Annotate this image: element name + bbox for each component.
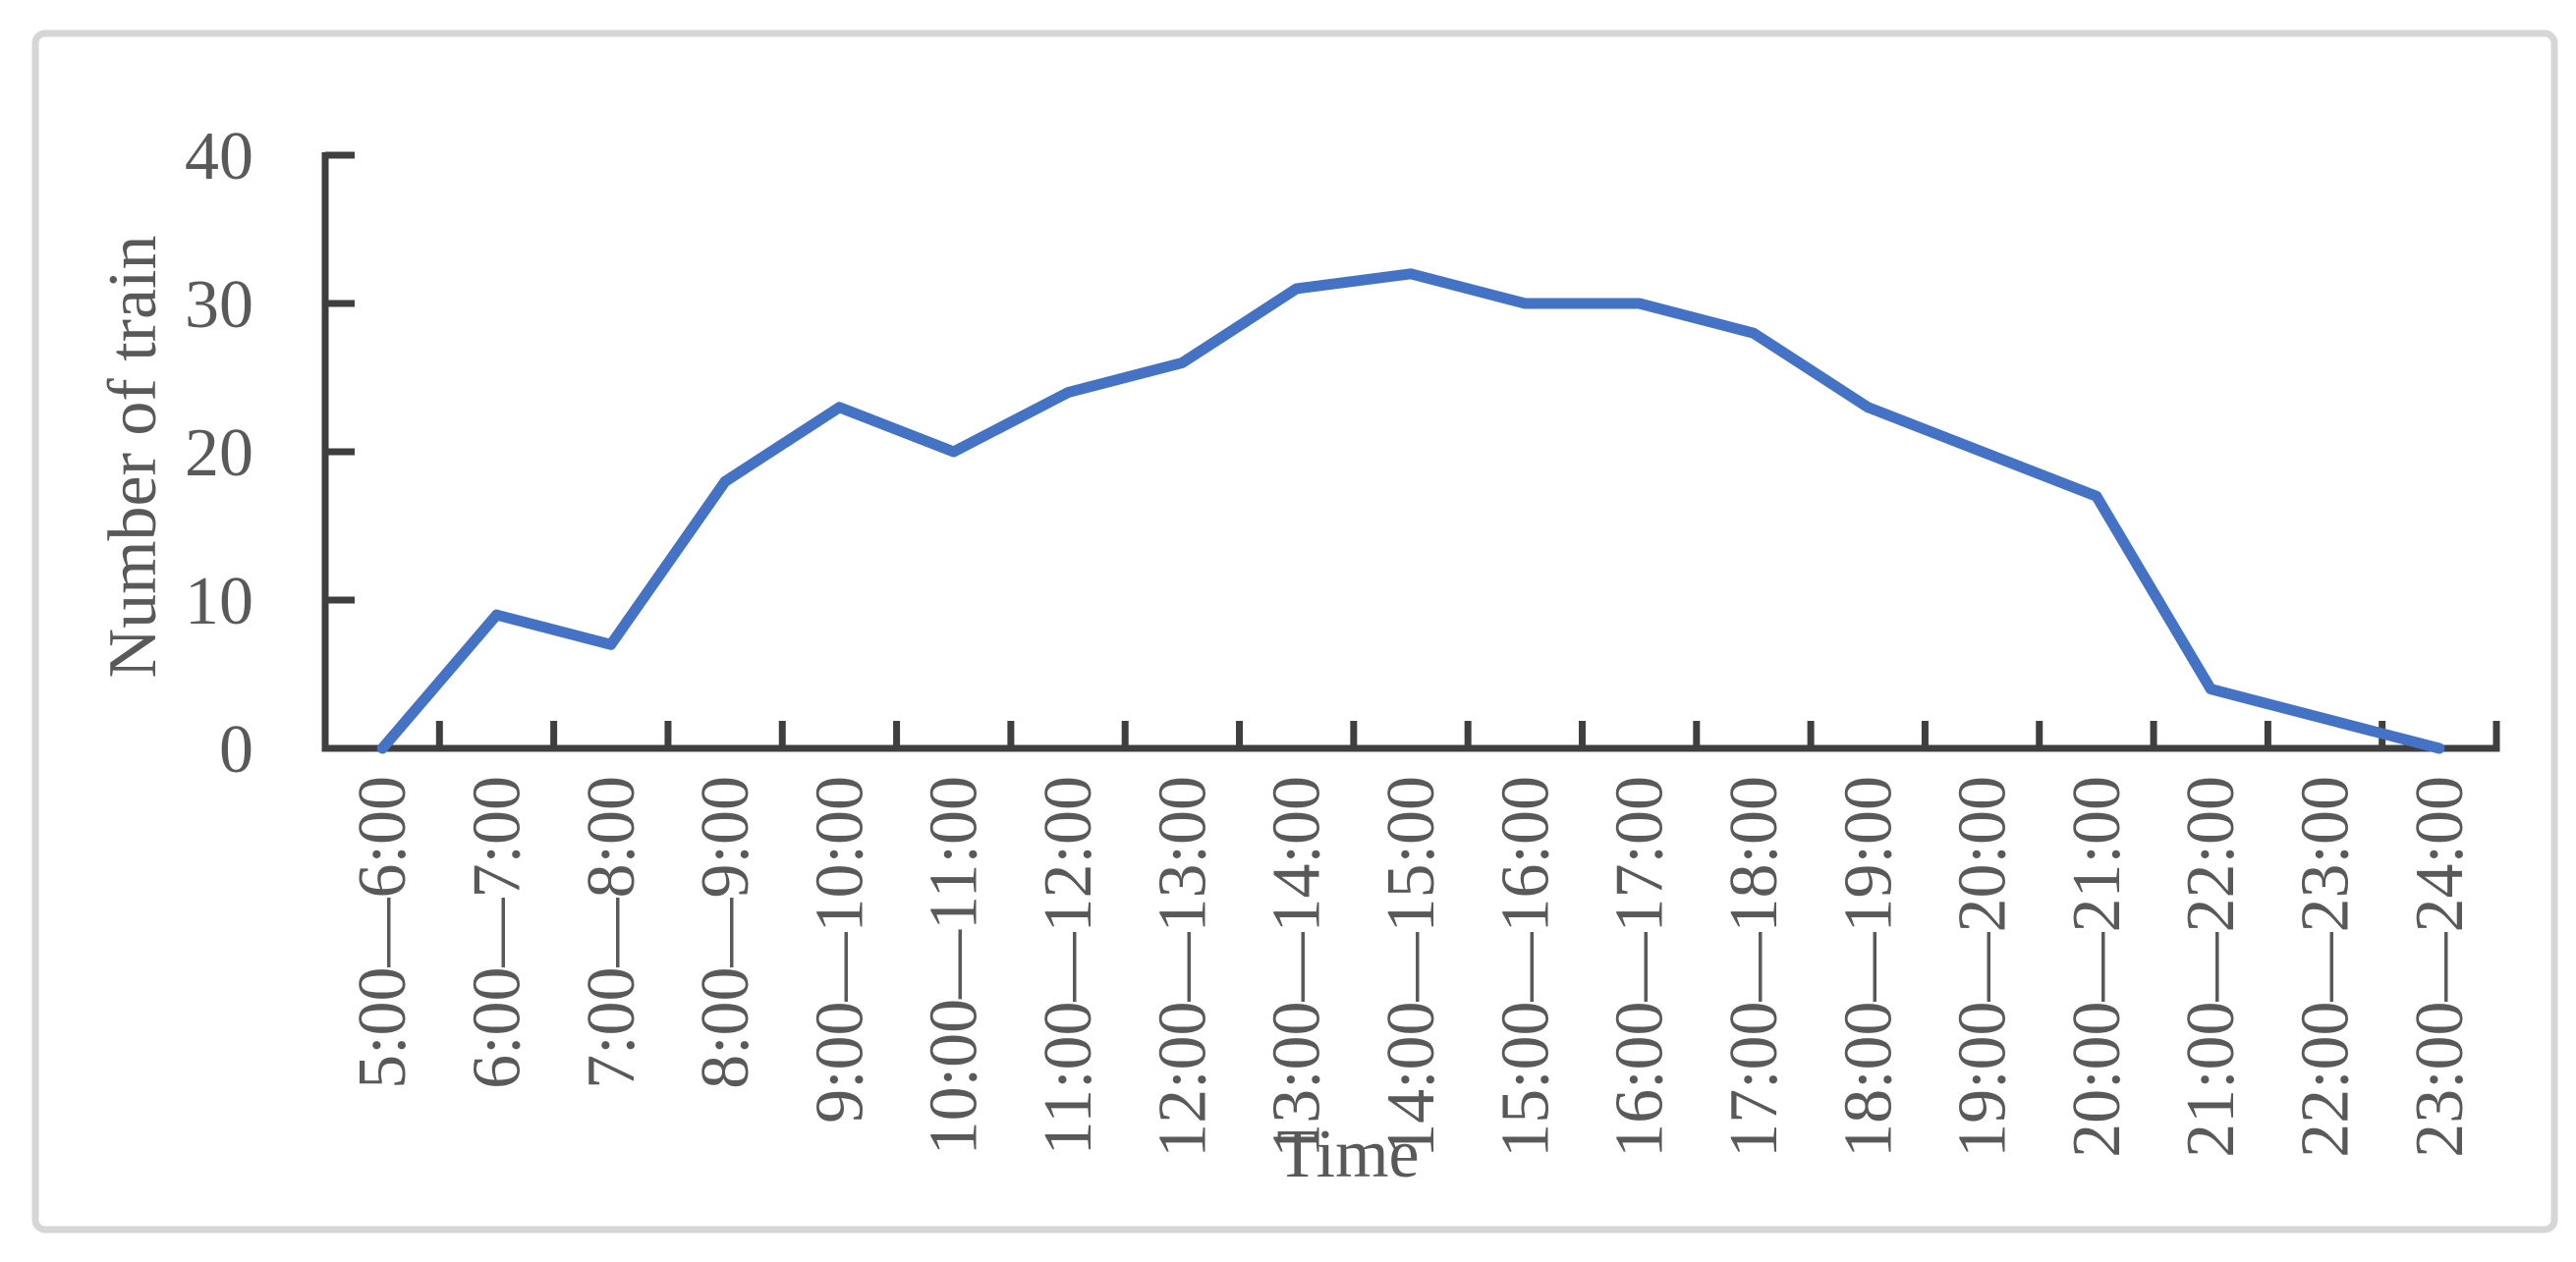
- x-tick-label: 12:00—13:00: [1145, 776, 1220, 1158]
- x-tick-label: 17:00—18:00: [1716, 776, 1792, 1158]
- chart-border: [31, 29, 2558, 1234]
- x-tick-label: 20:00—21:00: [2059, 776, 2135, 1158]
- x-tick-label: 16:00—17:00: [1602, 776, 1678, 1158]
- x-tick-label: 18:00—19:00: [1830, 776, 1906, 1158]
- y-axis-labels-group: 0 10 20 30 40: [185, 119, 253, 788]
- x-tick-label: 23:00—24:00: [2402, 776, 2478, 1158]
- y-tick-label: 20: [185, 415, 253, 491]
- x-tick-label: 11:00—12:00: [1031, 776, 1106, 1155]
- x-tick-label: 10:00—11:00: [917, 776, 992, 1155]
- x-tick-label: 13:00—14:00: [1260, 776, 1335, 1158]
- x-tick-label: 15:00—16:00: [1487, 776, 1563, 1158]
- y-tick-label: 40: [185, 119, 253, 194]
- x-tick-label: 7:00—8:00: [574, 776, 649, 1089]
- x-tick-label: 19:00—20:00: [1945, 776, 2021, 1158]
- y-tick-label: 30: [185, 267, 253, 343]
- series-group: [376, 268, 2445, 754]
- x-tick-label: 14:00—15:00: [1373, 776, 1449, 1158]
- x-tick-label: 22:00—23:00: [2288, 776, 2364, 1158]
- axes-group: [321, 151, 2500, 752]
- x-tick-label: 5:00—6:00: [345, 776, 420, 1089]
- y-tick-label: 0: [219, 712, 253, 788]
- x-tick-label: 21:00—22:00: [2173, 776, 2249, 1158]
- y-tick-label: 10: [185, 564, 253, 639]
- x-axis-title: Time: [1276, 1117, 1419, 1192]
- x-axis-labels-group: 5:00—6:00 6:00—7:00 7:00—8:00 8:00—9:00 9:00…: [345, 776, 2478, 1158]
- data-line-series: [376, 268, 2445, 754]
- x-tick-label: 6:00—7:00: [460, 776, 535, 1089]
- y-axis-title: Number of train: [95, 236, 171, 679]
- x-tick-label: 8:00—9:00: [688, 776, 763, 1089]
- x-tick-label: 9:00—10:00: [802, 776, 877, 1124]
